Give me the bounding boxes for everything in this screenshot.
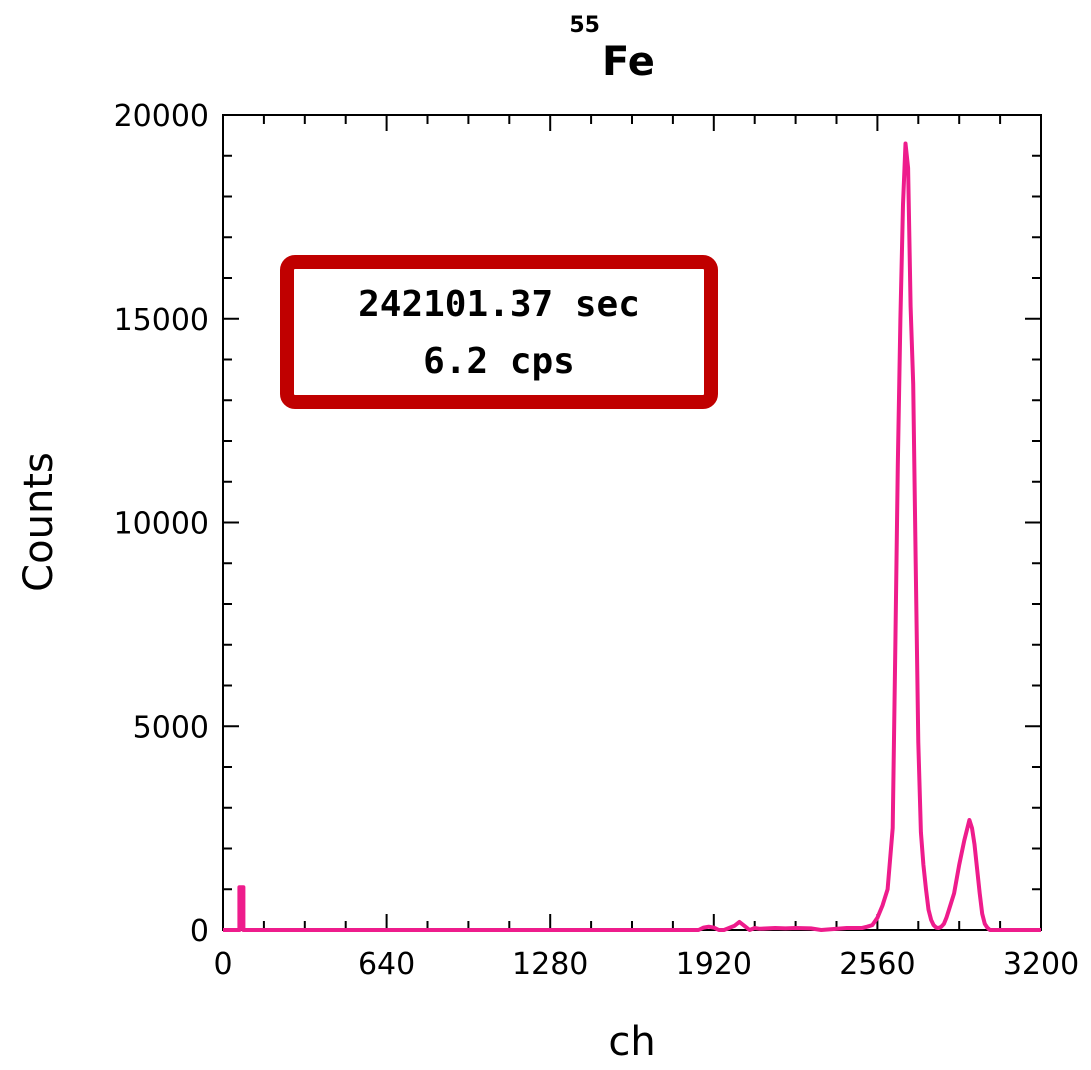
x-axis-title: ch: [608, 1019, 655, 1065]
annotation-line-rate: 6.2 cps: [423, 341, 575, 382]
annotation-border: [280, 255, 718, 409]
y-tick-label: 10000: [114, 507, 209, 542]
annotation-box: 242101.37 sec 6.2 cps: [280, 255, 718, 409]
x-tick-label: 1280: [512, 947, 588, 982]
annotation-line-duration: 242101.37 sec: [358, 284, 640, 325]
series-line: [223, 141, 1041, 932]
x-tick-label: 640: [358, 947, 415, 982]
y-tick-label: 5000: [133, 710, 209, 745]
y-tick-label: 0: [190, 914, 209, 949]
chart-title-superscript: 55: [569, 13, 600, 38]
y-tick-label: 15000: [114, 303, 209, 338]
x-tick-label: 3200: [1003, 947, 1079, 982]
y-tick-label: 20000: [114, 99, 209, 134]
chart-title: Fe: [602, 39, 655, 85]
x-tick-label: 0: [213, 947, 232, 982]
x-tick-label: 1920: [676, 947, 752, 982]
x-tick-label: 2560: [839, 947, 915, 982]
y-axis-title: Counts: [16, 452, 62, 592]
